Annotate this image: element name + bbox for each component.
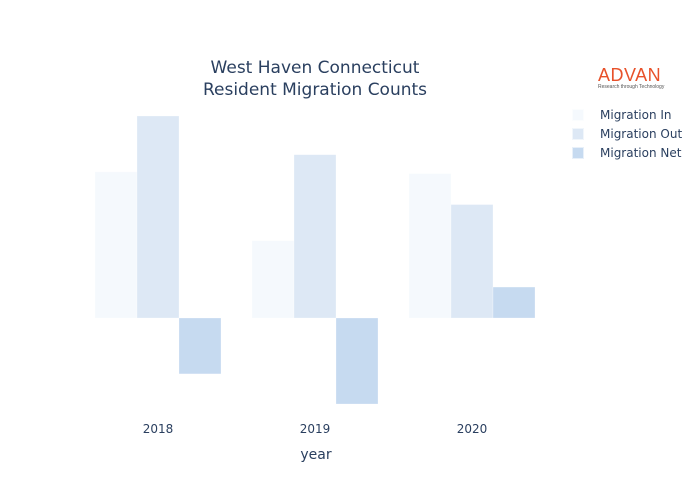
chart-title-line-1: West Haven Connecticut bbox=[210, 58, 420, 78]
logo-tagline: Research through Technology bbox=[598, 84, 665, 90]
legend-label-migration-out: Migration Out bbox=[600, 126, 683, 141]
legend-item-migration-out[interactable]: Migration Out bbox=[572, 124, 682, 143]
x-axis-title: year bbox=[300, 447, 332, 463]
bar-migration-in-2018[interactable] bbox=[94, 171, 138, 319]
bar-migration-out-2020[interactable] bbox=[450, 204, 494, 319]
bar-migration-net-2020[interactable] bbox=[492, 286, 536, 319]
legend-swatch-migration-out bbox=[572, 127, 584, 140]
bar-migration-in-2020[interactable] bbox=[408, 173, 452, 319]
legend-label-migration-in: Migration In bbox=[600, 107, 672, 122]
logo-brand-text: ADVAN bbox=[598, 65, 662, 85]
chart-legend: Migration In Migration Out Migration Net bbox=[572, 105, 682, 162]
chart-title-line-2: Resident Migration Counts bbox=[202, 80, 428, 100]
x-tick-label-2019: 2019 bbox=[300, 422, 331, 436]
bar-migration-out-2019[interactable] bbox=[293, 154, 337, 319]
legend-item-migration-in[interactable]: Migration In bbox=[572, 105, 682, 124]
advan-logo: ADVAN Research through Technology bbox=[598, 66, 676, 90]
legend-swatch-migration-in bbox=[572, 108, 584, 121]
legend-swatch-migration-net bbox=[572, 146, 584, 159]
bar-migration-net-2018[interactable] bbox=[178, 317, 222, 375]
x-tick-label-2020: 2020 bbox=[457, 422, 488, 436]
bar-migration-in-2019[interactable] bbox=[251, 240, 295, 319]
bar-migration-net-2019[interactable] bbox=[335, 317, 379, 405]
bar-migration-out-2018[interactable] bbox=[136, 115, 180, 319]
legend-label-migration-net: Migration Net bbox=[600, 145, 682, 160]
legend-item-migration-net[interactable]: Migration Net bbox=[572, 143, 682, 162]
x-tick-label-2018: 2018 bbox=[143, 422, 174, 436]
